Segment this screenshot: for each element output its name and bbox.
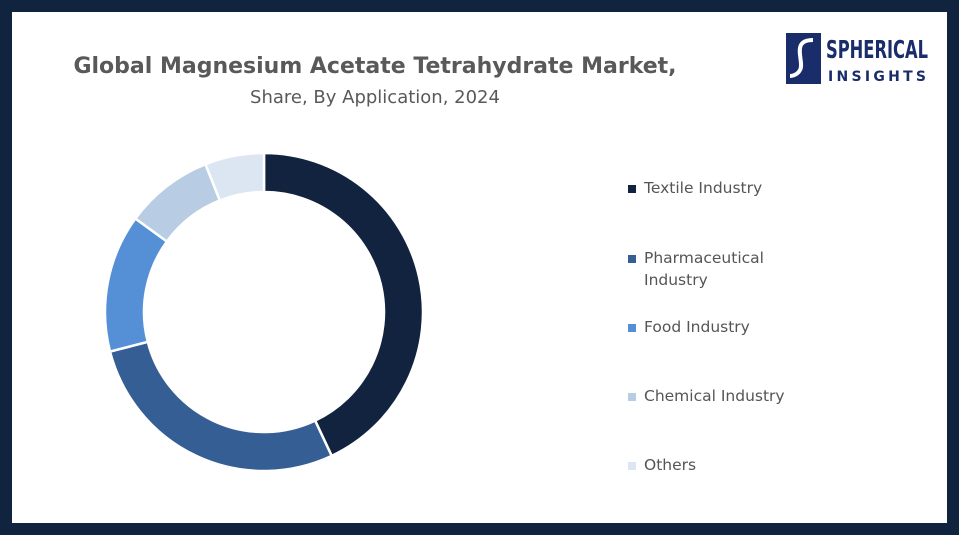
legend-label: Pharmaceutical Industry <box>644 249 764 289</box>
donut-segment <box>203 151 266 203</box>
chart-title: Global Magnesium Acetate Tetrahydrate Ma… <box>73 54 676 79</box>
logo-name: SPHERICAL <box>826 35 928 64</box>
logo: SPHERICAL INSIGHTS <box>786 33 928 85</box>
donut-segment <box>262 151 425 458</box>
logo-curve <box>789 38 814 78</box>
legend-label: Chemical Industry <box>644 387 785 405</box>
legend-swatch <box>628 393 636 401</box>
legend-swatch <box>628 324 636 332</box>
legend-swatch <box>628 462 636 470</box>
legend-swatch <box>628 185 636 193</box>
legend-item: Food Industry <box>628 316 798 338</box>
legend-item: Pharmaceutical Industry <box>628 247 798 291</box>
legend-label: Others <box>644 456 697 474</box>
donut-segment <box>103 216 169 354</box>
legend-swatch <box>628 255 636 263</box>
logo-tagline: INSIGHTS <box>828 69 926 85</box>
legend-label: Food Industry <box>644 318 750 336</box>
legend-item: Chemical Industry <box>628 385 798 407</box>
legend-label: Textile Industry <box>644 179 763 197</box>
legend-item: Textile Industry <box>628 177 798 199</box>
donut-segment <box>108 340 334 473</box>
chart-subtitle: Share, By Application, 2024 <box>250 87 500 108</box>
legend-item: Others <box>628 454 798 476</box>
